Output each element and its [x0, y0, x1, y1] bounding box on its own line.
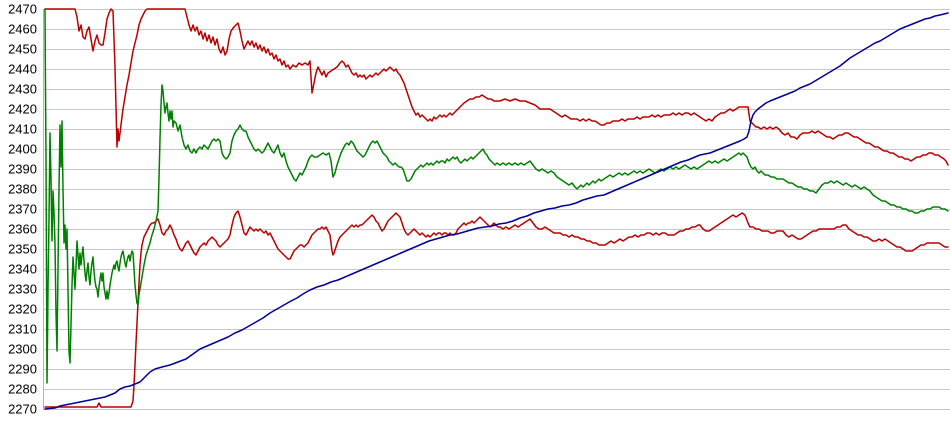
y-axis-labels: 2470 2460 2450 2440 2430 2420 2410 2400 2390 2380…: [8, 2, 37, 417]
y-axis-tick-label: 2420: [8, 102, 37, 117]
series-lines: [44, 8, 949, 410]
y-axis-tick-label: 2410: [8, 122, 37, 137]
y-axis-tick-label: 2290: [8, 362, 37, 377]
y-axis-tick-label: 2270: [8, 402, 37, 417]
y-axis-tick-label: 2280: [8, 382, 37, 397]
y-axis-tick-label: 2470: [8, 2, 37, 17]
y-axis-tick-label: 2340: [8, 262, 37, 277]
y-axis-tick-label: 2330: [8, 282, 37, 297]
y-axis-tick-label: 2360: [8, 222, 37, 237]
upper-red-envelope-line: [44, 8, 949, 166]
green-mid-line-line: [44, 8, 949, 384]
y-axis-tick-label: 2390: [8, 162, 37, 177]
y-axis-tick-label: 2450: [8, 42, 37, 57]
y-axis-tick-label: 2310: [8, 322, 37, 337]
y-axis-tick-label: 2430: [8, 82, 37, 97]
y-axis-tick-label: 2320: [8, 302, 37, 317]
blue-rising-line-line: [44, 12, 949, 410]
y-axis-tick-label: 2380: [8, 182, 37, 197]
y-axis-tick-label: 2440: [8, 62, 37, 77]
gridlines: [43, 9, 950, 410]
y-axis-tick-label: 2350: [8, 242, 37, 257]
y-axis-tick-label: 2370: [8, 202, 37, 217]
y-axis-tick-label: 2300: [8, 342, 37, 357]
y-axis-tick-label: 2460: [8, 22, 37, 37]
y-axis-tick-label: 2400: [8, 142, 37, 157]
